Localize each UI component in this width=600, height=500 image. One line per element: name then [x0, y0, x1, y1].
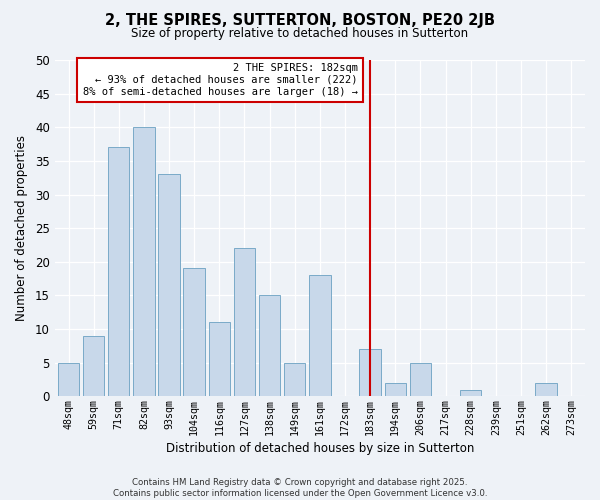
Text: Contains HM Land Registry data © Crown copyright and database right 2025.
Contai: Contains HM Land Registry data © Crown c…	[113, 478, 487, 498]
Bar	[133, 128, 155, 396]
X-axis label: Distribution of detached houses by size in Sutterton: Distribution of detached houses by size …	[166, 442, 474, 455]
Bar	[535, 383, 557, 396]
Text: 2 THE SPIRES: 182sqm
← 93% of detached houses are smaller (222)
8% of semi-detac: 2 THE SPIRES: 182sqm ← 93% of detached h…	[83, 64, 358, 96]
Bar	[309, 275, 331, 396]
Bar	[184, 268, 205, 396]
Bar	[158, 174, 180, 396]
Bar	[259, 296, 280, 396]
Bar	[410, 362, 431, 396]
Bar	[58, 362, 79, 396]
Y-axis label: Number of detached properties: Number of detached properties	[15, 135, 28, 321]
Bar	[209, 322, 230, 396]
Bar	[385, 383, 406, 396]
Bar	[359, 349, 381, 397]
Bar	[284, 362, 305, 396]
Bar	[460, 390, 481, 396]
Bar	[108, 148, 130, 396]
Bar	[234, 248, 255, 396]
Text: Size of property relative to detached houses in Sutterton: Size of property relative to detached ho…	[131, 28, 469, 40]
Text: 2, THE SPIRES, SUTTERTON, BOSTON, PE20 2JB: 2, THE SPIRES, SUTTERTON, BOSTON, PE20 2…	[105, 12, 495, 28]
Bar	[83, 336, 104, 396]
